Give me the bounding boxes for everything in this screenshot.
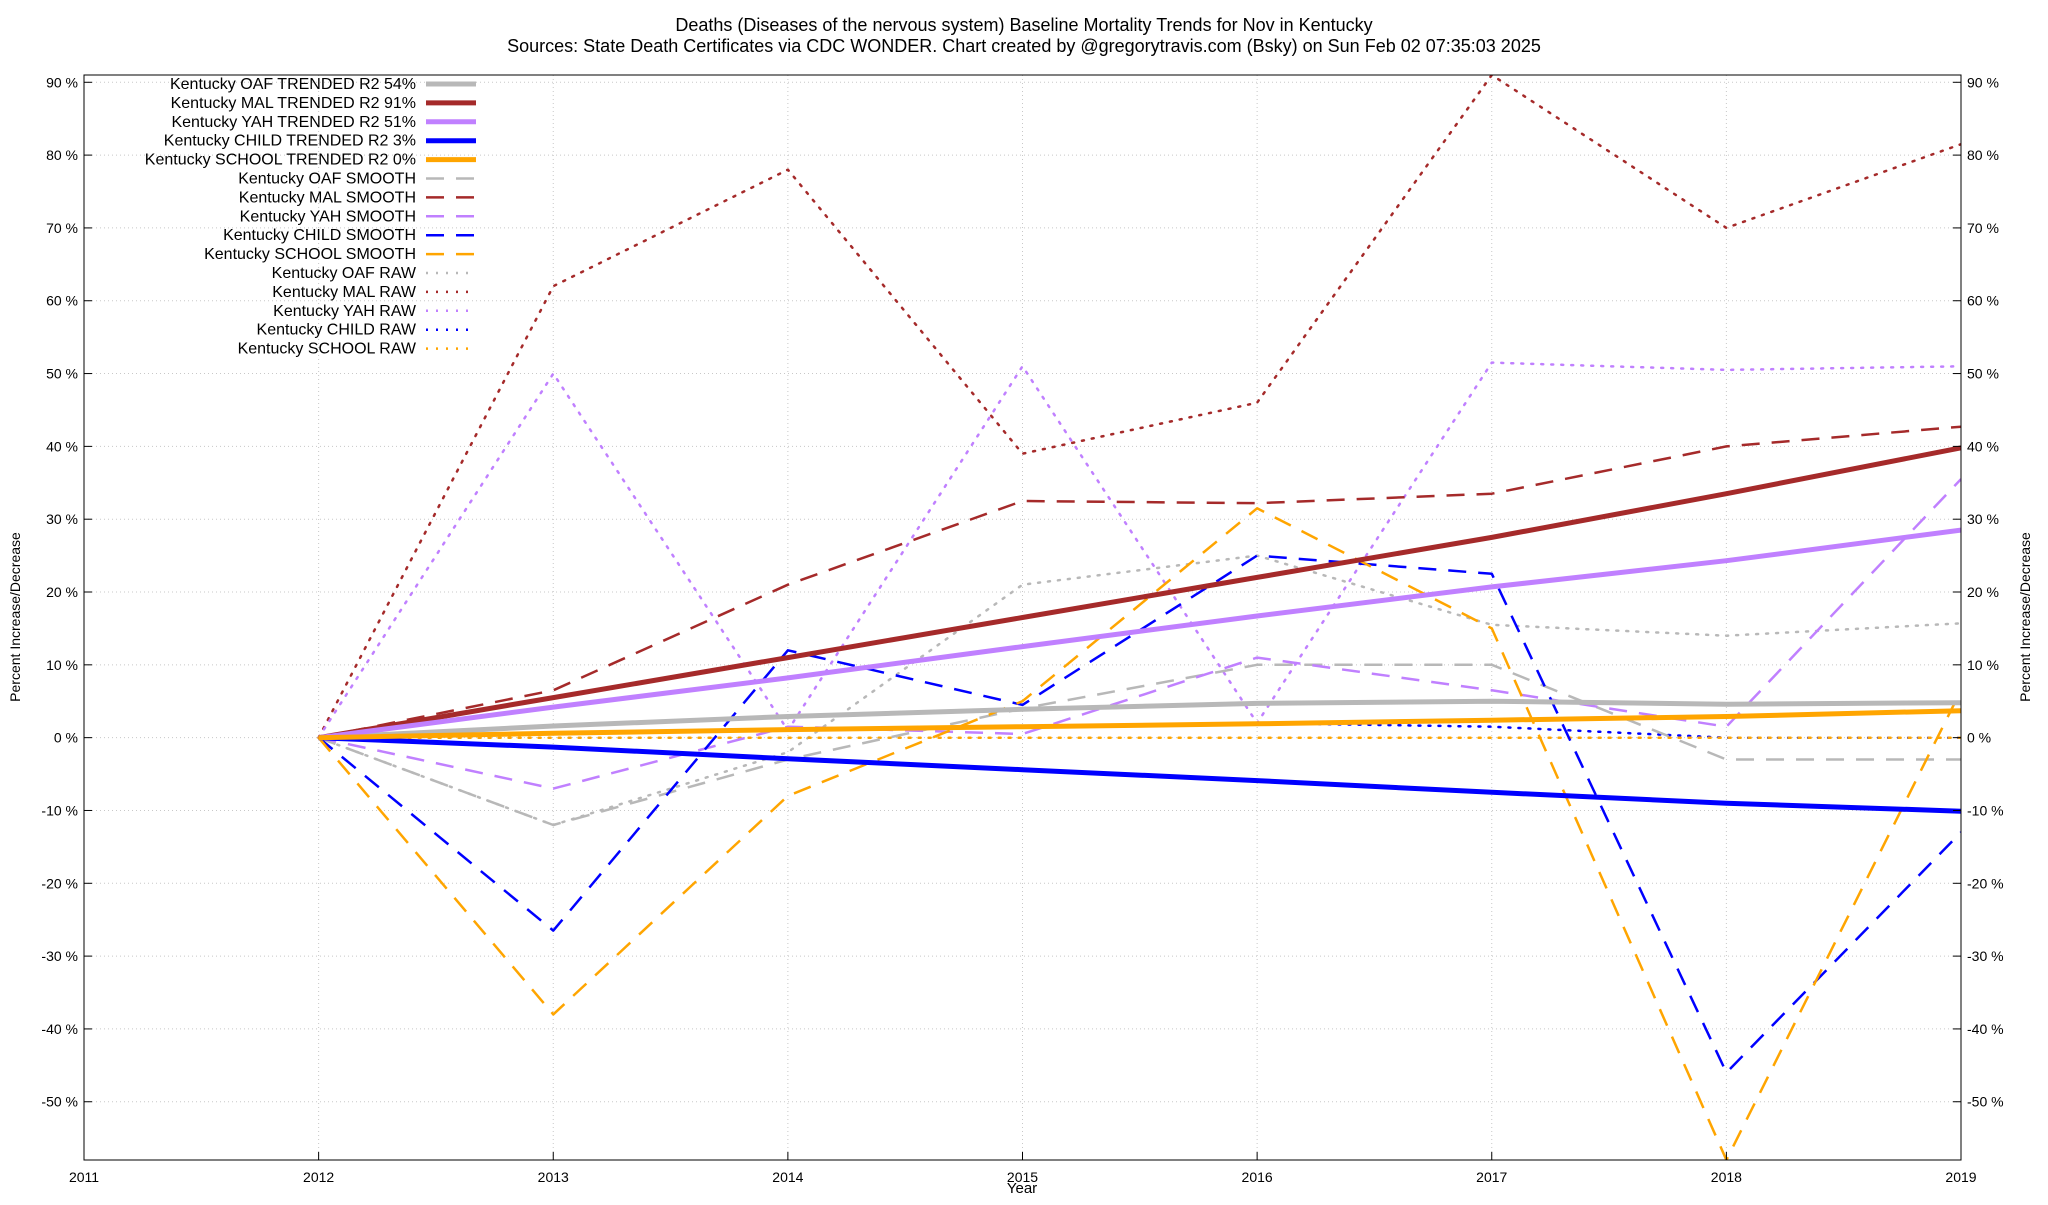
legend-label: Kentucky YAH RAW xyxy=(273,303,417,320)
y-tick-label-left: 80 % xyxy=(46,147,78,163)
series-line xyxy=(318,698,1961,741)
x-tick-label: 2011 xyxy=(69,1169,99,1185)
series-line xyxy=(318,425,1961,739)
series-line xyxy=(318,478,1961,790)
legend-label: Kentucky YAH SMOOTH xyxy=(240,208,416,225)
series-line xyxy=(318,527,1961,741)
x-tick-label: 2012 xyxy=(303,1169,334,1185)
y-tick-label-left: -40 % xyxy=(41,1021,78,1037)
y-tick-label-right: 10 % xyxy=(1967,657,1999,673)
series-line xyxy=(318,663,1961,827)
y-tick-label-right: 60 % xyxy=(1967,293,1999,309)
series-line xyxy=(317,75,1961,739)
y-tick-label-right: 20 % xyxy=(1967,584,1999,600)
y-tick-label-left: 90 % xyxy=(46,74,78,90)
series-line xyxy=(318,445,1961,741)
x-axis-label: Year xyxy=(1007,1180,1037,1197)
legend-label: Kentucky OAF SMOOTH xyxy=(238,171,416,188)
y-tick-label-left: 10 % xyxy=(46,657,78,673)
x-tick-label: 2018 xyxy=(1711,1169,1742,1185)
legend-label: Kentucky MAL TRENDED R2 91% xyxy=(171,95,416,112)
y-tick-label-right: 30 % xyxy=(1967,511,1999,527)
legend-label: Kentucky CHILD TRENDED R2 3% xyxy=(164,133,416,150)
y-tick-label-right: 90 % xyxy=(1967,74,1999,90)
legend-label: Kentucky MAL RAW xyxy=(272,284,417,301)
y-tick-label-left: 30 % xyxy=(46,511,78,527)
legend-label: Kentucky SCHOOL TRENDED R2 0% xyxy=(145,152,416,169)
y-tick-label-left: 20 % xyxy=(46,584,78,600)
y-tick-label-right: 80 % xyxy=(1967,147,1999,163)
y-tick-label-right: -20 % xyxy=(1967,875,2004,891)
legend-label: Kentucky MAL SMOOTH xyxy=(239,189,416,206)
y-axis-label-left: Percent Increase/Decrease xyxy=(7,532,23,702)
x-tick-label: 2019 xyxy=(1945,1169,1976,1185)
series-line xyxy=(317,554,1961,827)
series-line xyxy=(318,708,1961,741)
x-tick-label: 2016 xyxy=(1242,1169,1273,1185)
y-tick-label-right: 70 % xyxy=(1967,220,1999,236)
y-tick-label-right: -10 % xyxy=(1967,802,2004,818)
y-tick-label-right: -50 % xyxy=(1967,1094,2004,1110)
legend-label: Kentucky SCHOOL RAW xyxy=(238,341,417,358)
legend-label: Kentucky OAF RAW xyxy=(272,265,417,282)
y-tick-label-left: -50 % xyxy=(41,1094,78,1110)
legend-label: Kentucky YAH TRENDED R2 51% xyxy=(171,114,416,131)
legend-label: Kentucky CHILD SMOOTH xyxy=(223,227,416,244)
legend-label: Kentucky CHILD RAW xyxy=(257,322,417,339)
y-tick-label-left: 70 % xyxy=(46,220,78,236)
y-tick-label-left: 0 % xyxy=(54,730,78,746)
legend-label: Kentucky SCHOOL SMOOTH xyxy=(204,246,416,263)
series-line xyxy=(317,361,1961,739)
y-tick-label-left: 40 % xyxy=(46,438,78,454)
y-tick-label-right: 50 % xyxy=(1967,366,1999,382)
chart-title: Deaths (Diseases of the nervous system) … xyxy=(675,15,1372,35)
x-tick-label: 2013 xyxy=(538,1169,569,1185)
y-tick-label-left: -10 % xyxy=(41,802,78,818)
legend-label: Kentucky OAF TRENDED R2 54% xyxy=(170,76,416,93)
series-line xyxy=(317,507,1961,1160)
y-tick-label-left: -30 % xyxy=(41,948,78,964)
chart-subtitle: Sources: State Death Certificates via CD… xyxy=(507,36,1541,56)
x-tick-label: 2017 xyxy=(1476,1169,1507,1185)
x-tick-label: 2014 xyxy=(772,1169,803,1185)
y-tick-label-left: 50 % xyxy=(46,366,78,382)
y-tick-label-right: 40 % xyxy=(1967,438,1999,454)
y-tick-label-right: -30 % xyxy=(1967,948,2004,964)
y-tick-label-left: -20 % xyxy=(41,875,78,891)
y-tick-label-right: -40 % xyxy=(1967,1021,2004,1037)
y-tick-label-right: 0 % xyxy=(1967,730,1991,746)
series-line xyxy=(318,735,1961,814)
legend: Kentucky OAF TRENDED R2 54% Kentucky MAL … xyxy=(145,76,476,358)
series-line xyxy=(317,554,1961,1074)
plot-series xyxy=(317,75,1961,1160)
y-tick-label-left: 60 % xyxy=(46,293,78,309)
y-axis-label-right: Percent Increase/Decrease xyxy=(2017,532,2033,702)
axes: 90 % 90 % 80 % 80 % 70 % 70 % 60 % 60 % 50 % 50 %… xyxy=(41,74,2003,1185)
x-tick-label: 2015 xyxy=(1007,1169,1038,1185)
